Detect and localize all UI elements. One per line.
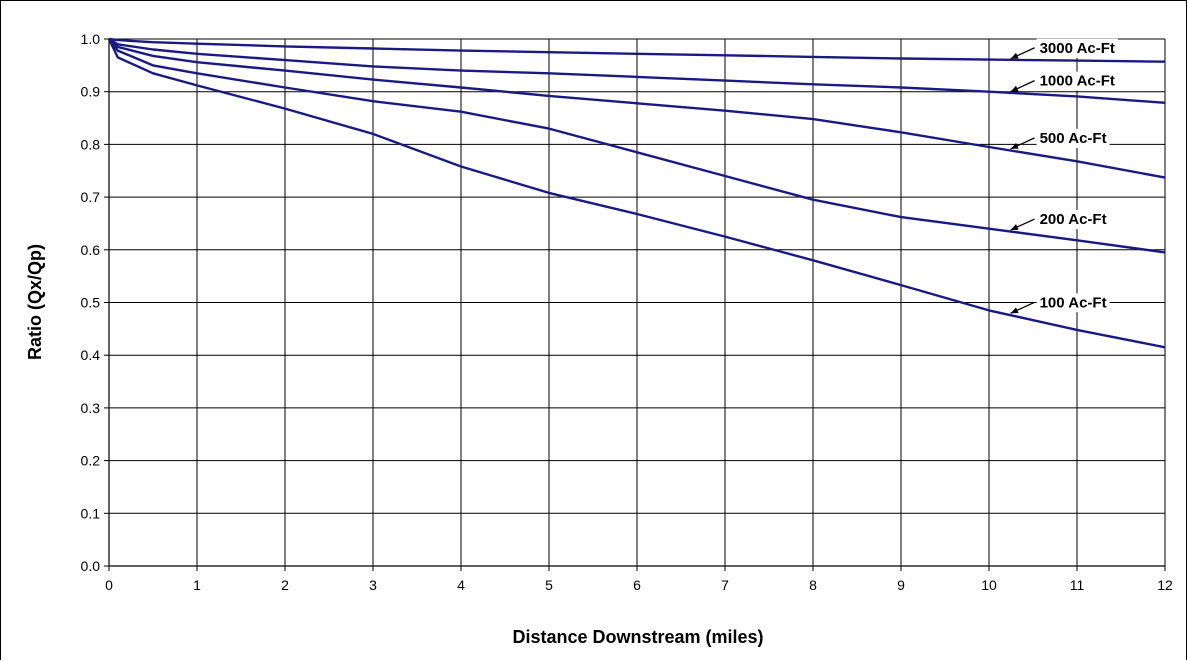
series-label-background — [1036, 210, 1110, 230]
series-line-1000-ac-ft — [108, 37, 1166, 104]
x-tick-label: 0 — [105, 577, 113, 593]
x-tick-label: 5 — [545, 577, 553, 593]
series-line-100-ac-ft — [107, 38, 1166, 349]
y-axis-label: Ratio (Qx/Qp) — [25, 244, 45, 360]
x-tick-label: 1 — [193, 577, 201, 593]
y-tick-label: 0.9 — [81, 84, 101, 100]
x-tick-label: 8 — [809, 577, 817, 593]
annotation-arrowhead — [1010, 143, 1019, 149]
annotation-arrowhead — [1010, 85, 1019, 92]
x-tick-label: 6 — [633, 577, 641, 593]
x-axis-label: Distance Downstream (miles) — [512, 627, 763, 647]
series-label: 100 Ac-Ft — [1040, 294, 1107, 311]
y-tick-label: 0.1 — [81, 505, 101, 521]
x-tick-labels: 0 1 2 3 4 5 6 7 8 9 10 11 12 — [105, 577, 1173, 593]
series-line-200-ac-ft — [108, 38, 1166, 254]
series-lines — [107, 37, 1166, 349]
series-line-500-ac-ft — [108, 38, 1166, 179]
x-tick-label: 10 — [981, 577, 997, 593]
series-annotations: 3000 Ac-Ft 1000 Ac-Ft 500 Ac-Ft 200 Ac-Ft 10… — [1010, 38, 1118, 314]
x-tick-label: 11 — [1070, 577, 1085, 593]
x-tick-label: 7 — [721, 577, 729, 593]
y-tick-label: 0.7 — [81, 189, 101, 205]
y-tick-label: 0.6 — [81, 242, 101, 258]
series-label: 500 Ac-Ft — [1040, 130, 1107, 147]
y-tick-label: 0.5 — [81, 295, 101, 311]
x-tick-label: 9 — [897, 577, 905, 593]
annotation-arrowhead — [1010, 224, 1019, 230]
y-tick-label: 0.2 — [81, 453, 101, 469]
y-tick-labels: 0.0 0.1 0.2 0.3 0.4 0.5 0.6 0.7 0.8 0.9 1.0 — [81, 31, 101, 574]
x-tick-label: 2 — [281, 577, 289, 593]
series-line-3000-ac-ft — [108, 37, 1166, 63]
series-label-background — [1036, 71, 1118, 91]
series-label-background — [1036, 38, 1118, 58]
x-tick-label: 3 — [369, 577, 377, 593]
y-tick-label: 0.0 — [81, 558, 101, 574]
series-label-background — [1036, 128, 1110, 148]
annotation-arrowhead — [1010, 307, 1019, 314]
series-label: 200 Ac-Ft — [1040, 211, 1107, 228]
series-label: 1000 Ac-Ft — [1040, 73, 1115, 90]
y-tick-label: 1.0 — [81, 31, 101, 47]
y-tick-label: 0.8 — [81, 136, 101, 152]
y-tick-label: 0.3 — [81, 400, 101, 416]
annotation-arrowhead — [1010, 52, 1019, 59]
grid — [109, 38, 1166, 566]
axes — [104, 38, 1166, 571]
x-tick-label: 12 — [1157, 577, 1173, 593]
series-label: 3000 Ac-Ft — [1040, 40, 1115, 57]
x-tick-label: 4 — [457, 577, 465, 593]
series-label-background — [1036, 293, 1110, 313]
y-tick-label: 0.4 — [81, 347, 101, 363]
